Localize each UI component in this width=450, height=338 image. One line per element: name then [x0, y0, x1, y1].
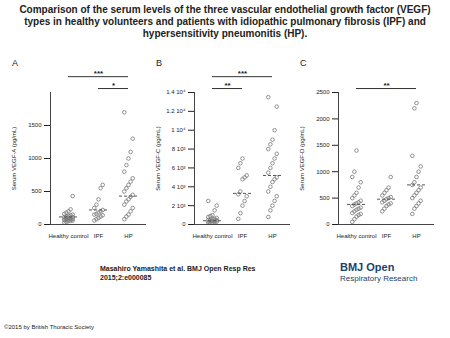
svg-text:1.4 10⁴: 1.4 10⁴	[166, 89, 186, 95]
svg-text:Serum VEGF-C (pg/mL): Serum VEGF-C (pg/mL)	[155, 126, 161, 190]
svg-text:Serum VEGF-A (pg/mL): Serum VEGF-A (pg/mL)	[11, 127, 17, 191]
html-text:Comparison of the serum levels: Comparison of the serum levels of the th…	[19, 4, 431, 39]
svg-text:Healthy control: Healthy control	[48, 233, 88, 239]
svg-text:1500: 1500	[28, 122, 42, 128]
svg-text:IPF: IPF	[94, 233, 104, 239]
svg-text:6 10³: 6 10³	[172, 165, 186, 171]
svg-text:1000: 1000	[28, 155, 42, 161]
html-text:2015;2:e000085: 2015;2:e000085	[100, 274, 152, 281]
svg-text:IPF: IPF	[238, 233, 248, 239]
svg-text:0: 0	[326, 221, 330, 227]
svg-text:1.2 10⁴: 1.2 10⁴	[166, 108, 186, 114]
svg-text:Healthy control: Healthy control	[192, 233, 232, 239]
svg-text:500: 500	[31, 188, 42, 194]
svg-text:8 10³: 8 10³	[172, 146, 186, 152]
html-text:BMJ Open: BMJ Open	[340, 261, 395, 273]
svg-text:500: 500	[319, 195, 330, 201]
svg-text:1500: 1500	[316, 142, 330, 148]
svg-text:Serum VEGF-D (pg/mL): Serum VEGF-D (pg/mL)	[299, 126, 305, 190]
svg-text:2500: 2500	[316, 89, 330, 95]
svg-text:HP: HP	[412, 233, 420, 239]
html-text:C: C	[300, 58, 307, 68]
svg-text:0: 0	[182, 221, 186, 227]
svg-text:***: ***	[238, 69, 248, 78]
svg-text:2 10³: 2 10³	[172, 203, 186, 209]
html-text:Masahiro Yamashita et al. BMJ: Masahiro Yamashita et al. BMJ Open Resp …	[100, 265, 256, 272]
svg-text:HP: HP	[124, 233, 132, 239]
svg-text:2000: 2000	[316, 116, 330, 122]
svg-text:*: *	[112, 81, 116, 90]
svg-text:Healthy control: Healthy control	[336, 233, 376, 239]
svg-text:1 10⁴: 1 10⁴	[171, 127, 186, 133]
svg-text:1000: 1000	[316, 169, 330, 175]
svg-text:4 10³: 4 10³	[172, 184, 186, 190]
svg-text:***: ***	[94, 69, 104, 78]
svg-text:**: **	[224, 81, 231, 90]
html-text:©2015 by British Thoracic Soci: ©2015 by British Thoracic Society	[4, 324, 94, 330]
svg-text:HP: HP	[268, 233, 276, 239]
html-text:B: B	[156, 58, 162, 68]
svg-text:IPF: IPF	[382, 233, 392, 239]
html-text:Respiratory Research: Respiratory Research	[340, 274, 418, 283]
html-text:A: A	[12, 58, 18, 68]
svg-text:0: 0	[38, 221, 42, 227]
svg-text:**: **	[383, 81, 390, 90]
